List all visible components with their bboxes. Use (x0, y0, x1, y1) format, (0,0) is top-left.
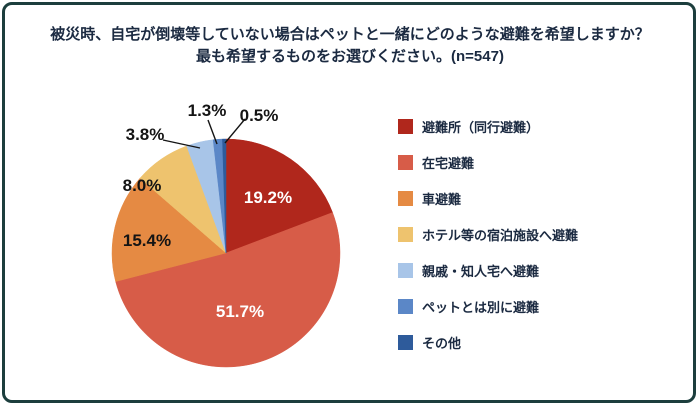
pie-value-label: 51.7% (216, 302, 264, 321)
pie-slice (111, 177, 227, 282)
pie-value-label: 8.0% (123, 176, 162, 195)
legend-label: ホテル等の宿泊施設へ避難 (422, 227, 579, 243)
legend-item: 車避難 (398, 190, 578, 207)
pie-value-label: 1.3% (188, 101, 227, 120)
legend-item: その他 (398, 334, 578, 351)
pie-label-leader-line (224, 118, 246, 144)
chart-title-line2: 最も希望するものをお選びください。(n=547) (196, 48, 504, 65)
pie-value-label: 19.2% (244, 188, 292, 207)
legend-item: ペットとは別に避難 (398, 298, 578, 315)
pie-value-label: 3.8% (126, 125, 165, 144)
legend-item: 在宅避難 (398, 154, 578, 171)
legend-item: ホテル等の宿泊施設へ避難 (398, 226, 579, 243)
legend-swatch (398, 262, 413, 278)
legend-item: 親戚・知人宅へ避難 (398, 262, 578, 279)
chart-title: 被災時、自宅が倒壊等していない場合はペットと一緒にどのような避難を希望しますか？… (0, 24, 700, 68)
legend-swatch (398, 190, 413, 206)
pie-slice (225, 138, 333, 254)
pie-value-label: 15.4% (123, 231, 171, 250)
legend-label: 避難所（同行避難） (422, 119, 540, 135)
pie-value-label: 0.5% (240, 106, 279, 125)
legend-swatch (398, 118, 413, 134)
legend: 避難所（同行避難） 在宅避難車避難ホテル等の宿泊施設へ避難 親戚・知人宅へ避難 ペット… (398, 118, 578, 370)
legend-label: ペットとは別に避難 (422, 299, 540, 315)
pie-slice (222, 138, 227, 254)
legend-label: その他 (422, 335, 462, 351)
pie-label-leader-line (207, 119, 218, 145)
legend-swatch (398, 298, 413, 314)
legend-swatch (398, 226, 413, 242)
pie-slice (115, 212, 341, 368)
legend-label: 車避難 (422, 191, 462, 207)
chart-card (2, 2, 696, 403)
legend-label: 親戚・知人宅へ避難 (422, 263, 540, 279)
pie-label-leader-line (162, 139, 201, 149)
legend-swatch (398, 334, 413, 350)
chart-title-line1: 被災時、自宅が倒壊等していない場合はペットと一緒にどのような避難を希望しますか？ (50, 26, 650, 43)
legend-label: 在宅避難 (422, 155, 475, 171)
legend-swatch (398, 154, 413, 170)
legend-item: 避難所（同行避難） (398, 118, 578, 135)
